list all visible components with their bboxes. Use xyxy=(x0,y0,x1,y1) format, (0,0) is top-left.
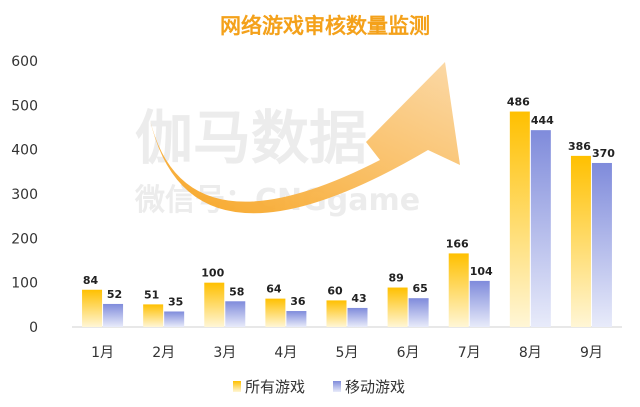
x-tick-label: 3月 xyxy=(213,345,236,361)
x-tick-label: 9月 xyxy=(580,345,603,361)
bar-all-games xyxy=(143,304,164,327)
data-label: 100 xyxy=(201,267,224,280)
data-label: 486 xyxy=(507,96,530,109)
y-tick-label: 200 xyxy=(11,231,38,247)
bar-mobile-games xyxy=(225,301,246,327)
x-tick-label: 4月 xyxy=(274,345,297,361)
data-label: 166 xyxy=(446,237,469,250)
x-axis: 1月 2月 3月 4月 5月 6月 7月 8月 9月 xyxy=(72,326,622,361)
x-tick-label: 7月 xyxy=(458,345,481,361)
data-label: 89 xyxy=(388,272,403,285)
x-tick-label: 1月 xyxy=(91,345,114,361)
legend-swatch xyxy=(333,381,341,392)
legend-swatch xyxy=(233,381,241,392)
trend-arrow-shape xyxy=(150,62,460,214)
x-tick-label: 5月 xyxy=(336,345,359,361)
data-label: 52 xyxy=(107,288,122,301)
data-label: 444 xyxy=(531,114,554,127)
bar-all-games xyxy=(387,287,408,327)
data-label: 370 xyxy=(592,147,615,160)
bar-all-games xyxy=(204,282,225,327)
data-label: 84 xyxy=(83,274,99,287)
data-label: 36 xyxy=(290,295,306,308)
y-tick-label: 400 xyxy=(11,143,38,159)
bar-mobile-games xyxy=(408,298,429,327)
legend: 所有游戏 移动游戏 xyxy=(233,378,405,396)
y-tick-label: 0 xyxy=(29,320,38,336)
x-tick-label: 8月 xyxy=(519,345,542,361)
data-label: 35 xyxy=(168,295,183,308)
data-label: 51 xyxy=(144,288,159,301)
data-label: 60 xyxy=(327,284,343,297)
legend-label: 移动游戏 xyxy=(345,378,405,396)
bar-mobile-games xyxy=(347,307,368,327)
bar-all-games xyxy=(570,155,591,327)
data-label: 58 xyxy=(229,285,244,298)
bar-all-games xyxy=(509,111,530,327)
chart-title: 网络游戏审核数量监测 xyxy=(220,14,430,38)
y-tick-label: 100 xyxy=(11,276,38,292)
y-tick-label: 600 xyxy=(11,54,38,70)
data-label: 104 xyxy=(470,265,493,278)
legend-label: 所有游戏 xyxy=(245,378,305,396)
bar-mobile-games xyxy=(591,162,612,327)
data-label: 64 xyxy=(266,283,282,296)
data-label: 43 xyxy=(351,292,366,305)
bar-mobile-games xyxy=(286,311,307,327)
y-tick-label: 500 xyxy=(11,98,38,114)
bar-all-games xyxy=(265,298,286,327)
y-axis: 0 100 200 300 400 500 600 xyxy=(11,54,38,336)
bar-all-games xyxy=(448,253,469,327)
x-tick-label: 2月 xyxy=(152,345,175,361)
y-tick-label: 300 xyxy=(11,187,38,203)
x-tick-label: 6月 xyxy=(397,345,420,361)
bar-mobile-games xyxy=(164,311,185,327)
bar-mobile-games xyxy=(530,130,551,327)
bar-mobile-games xyxy=(469,280,490,327)
bar-all-games xyxy=(82,289,103,327)
data-label: 386 xyxy=(568,140,591,153)
bar-mobile-games xyxy=(103,303,124,327)
bars xyxy=(82,111,612,327)
bar-all-games xyxy=(326,300,347,327)
watermark-main: 伽马数据 xyxy=(135,104,367,172)
data-label: 65 xyxy=(412,282,427,295)
